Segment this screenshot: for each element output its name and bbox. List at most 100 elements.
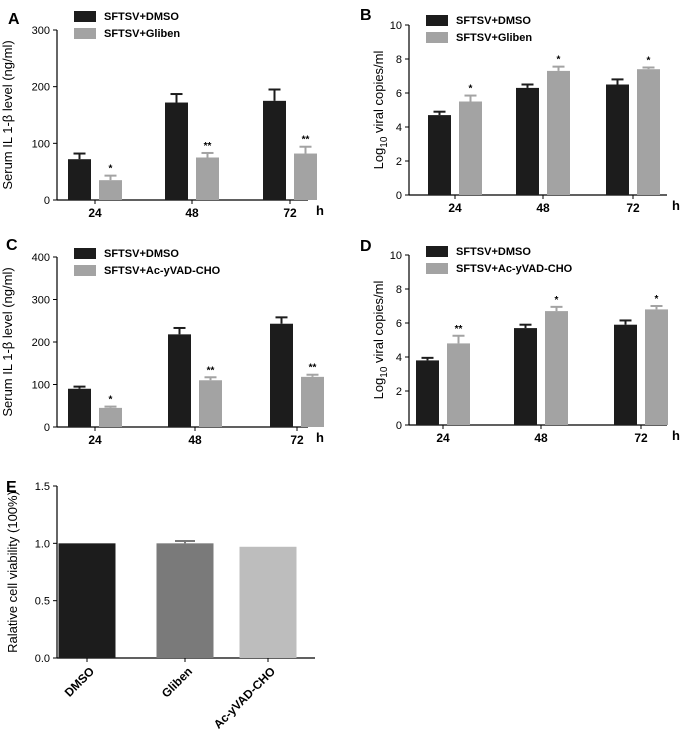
bar-treatment — [459, 101, 482, 195]
y-tick-label: 400 — [32, 252, 50, 264]
x-tick-label: 48 — [536, 201, 550, 215]
y-axis-label: Serum IL 1-β level (ng/ml) — [0, 40, 15, 189]
legend-label: SFTSV+Ac-yVAD-CHO — [456, 263, 573, 275]
panel-c: C 0 100 200 300 400 Serum IL 1-β level (ng/ml)… — [0, 237, 324, 447]
significance-marker: * — [469, 84, 473, 95]
panel-e: E 0.0 0.5 1.0 1.5 Ralative cell viability (10… — [5, 479, 315, 731]
x-tick-label: 48 — [185, 206, 199, 220]
x-tick-label: 48 — [534, 431, 548, 445]
bar-treatment — [99, 180, 122, 200]
x-axis-unit: h — [672, 428, 680, 443]
x-tick-label: 24 — [88, 433, 102, 447]
panel-label: D — [360, 238, 372, 255]
y-tick-label: 6 — [396, 318, 402, 330]
significance-marker: * — [647, 56, 651, 67]
significance-marker: * — [109, 164, 113, 175]
x-tick-label: Gliben — [159, 664, 195, 700]
legend-swatch — [74, 28, 96, 39]
bar-dmso — [263, 100, 286, 200]
x-axis-unit: h — [672, 198, 680, 213]
bar-dmso — [514, 328, 537, 425]
legend-label: SFTSV+DMSO — [104, 248, 179, 260]
y-tick-label: 1.5 — [35, 481, 50, 493]
bar-dmso — [270, 323, 293, 427]
bar-dmso — [516, 87, 539, 195]
x-tick-label: Ac-yVAD-CHO — [211, 664, 278, 731]
legend-swatch — [426, 263, 448, 274]
x-tick-label: 24 — [436, 431, 450, 445]
panel-a: A 0 100 200 300 Serum IL 1-β level (ng/ml) SFT… — [0, 11, 324, 220]
bar-dmso — [68, 159, 91, 200]
y-tick-label: 8 — [396, 284, 402, 296]
legend-label: SFTSV+DMSO — [456, 15, 531, 27]
x-tick-label: 24 — [448, 201, 462, 215]
x-tick-label: 72 — [634, 431, 648, 445]
bar-treatment — [99, 407, 122, 427]
significance-marker: ** — [455, 324, 463, 335]
panel-label: A — [8, 11, 20, 28]
panel-label: E — [6, 479, 17, 496]
significance-marker: ** — [204, 141, 212, 152]
y-tick-label: 0 — [44, 422, 50, 434]
y-tick-label: 100 — [32, 138, 50, 150]
y-axis-label-pre: Log — [371, 148, 386, 170]
legend-swatch — [74, 248, 96, 259]
bar-treatment — [294, 153, 317, 200]
bar — [239, 546, 297, 658]
significance-marker: * — [655, 294, 659, 305]
significance-marker: * — [557, 55, 561, 66]
x-tick-label: 48 — [188, 433, 202, 447]
bar-treatment — [545, 311, 568, 425]
significance-marker: * — [109, 395, 113, 406]
bar-dmso — [606, 84, 629, 195]
y-tick-label: 0 — [44, 195, 50, 207]
legend-swatch — [74, 11, 96, 22]
legend-swatch — [426, 246, 448, 257]
bar-dmso — [416, 360, 439, 425]
legend-swatch — [74, 265, 96, 276]
panel-label: C — [6, 237, 18, 254]
y-tick-label: 4 — [396, 352, 402, 364]
x-tick-label: 72 — [290, 433, 304, 447]
y-axis-label-sub: 10 — [379, 136, 390, 148]
bar-dmso — [428, 115, 451, 195]
legend-swatch — [426, 32, 448, 43]
bar-treatment — [637, 69, 660, 195]
y-tick-label: 10 — [390, 20, 402, 32]
legend-label: SFTSV+Gliben — [456, 32, 532, 44]
legend-swatch — [426, 15, 448, 26]
y-axis-label: Log10 viral copies/ml — [371, 280, 390, 399]
bar-dmso — [165, 102, 188, 200]
y-tick-label: 100 — [32, 380, 50, 392]
x-axis-unit: h — [316, 203, 324, 218]
bar-treatment — [301, 376, 324, 427]
y-axis-label: Log10 viral copies/ml — [371, 50, 390, 169]
bar-treatment — [196, 157, 219, 200]
y-axis-label-post: viral copies/ml — [371, 50, 386, 136]
x-tick-label: 72 — [283, 206, 297, 220]
bar-dmso — [68, 388, 91, 427]
bar-treatment — [199, 380, 222, 427]
x-tick-label: DMSO — [62, 664, 97, 699]
y-tick-label: 0.5 — [35, 596, 50, 608]
y-tick-label: 0.0 — [35, 653, 50, 665]
bar — [58, 543, 116, 658]
y-tick-label: 4 — [396, 122, 402, 134]
y-tick-label: 200 — [32, 337, 50, 349]
significance-marker: ** — [302, 135, 310, 146]
y-tick-label: 0 — [396, 190, 402, 202]
y-axis-label-post: viral copies/ml — [371, 280, 386, 366]
bar — [156, 543, 214, 658]
bar-dmso — [168, 334, 191, 427]
legend-label: SFTSV+Gliben — [104, 28, 180, 40]
y-axis-label-pre: Log — [371, 378, 386, 400]
y-axis-label: Serum IL 1-β level (ng/ml) — [0, 267, 15, 416]
y-axis-label-sub: 10 — [379, 366, 390, 378]
y-tick-label: 2 — [396, 386, 402, 398]
legend-label: SFTSV+DMSO — [104, 11, 179, 23]
bar-treatment — [645, 309, 668, 425]
y-tick-label: 300 — [32, 25, 50, 37]
